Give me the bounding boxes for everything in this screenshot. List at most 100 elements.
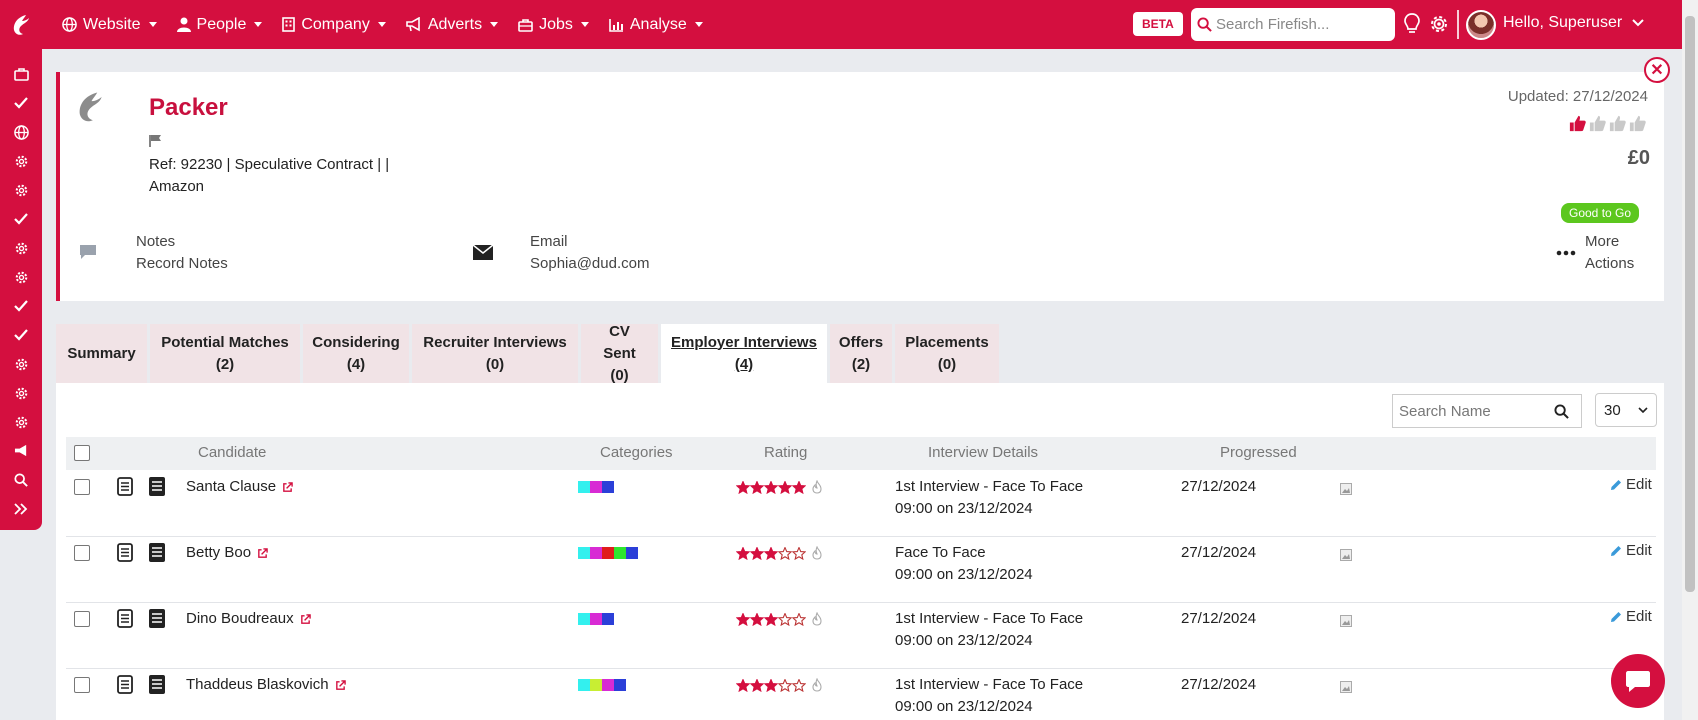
cv-document-icon[interactable] xyxy=(117,543,133,562)
row-checkbox[interactable] xyxy=(74,611,90,627)
star-empty-icon[interactable] xyxy=(778,678,792,692)
avatar[interactable] xyxy=(1466,10,1496,40)
nav-jobs[interactable]: Jobs xyxy=(518,16,589,34)
gear-icon[interactable] xyxy=(12,181,30,199)
flame-icon[interactable] xyxy=(810,612,824,626)
flame-icon[interactable] xyxy=(810,678,824,692)
megaphone-icon[interactable] xyxy=(12,442,30,460)
nav-company[interactable]: Company xyxy=(282,16,386,34)
star-filled-icon[interactable] xyxy=(750,612,764,626)
candidate-name-link[interactable]: Dino Boudreaux xyxy=(186,608,311,630)
star-filled-icon[interactable] xyxy=(750,546,764,560)
expand-sidebar-icon[interactable] xyxy=(12,500,30,518)
external-link-icon[interactable] xyxy=(300,613,311,625)
star-rating[interactable] xyxy=(736,678,824,692)
flame-icon[interactable] xyxy=(810,546,824,560)
star-empty-icon[interactable] xyxy=(792,678,806,692)
image-placeholder-icon[interactable] xyxy=(1340,549,1352,561)
firefish-logo-icon[interactable] xyxy=(0,0,42,49)
star-filled-icon[interactable] xyxy=(778,480,792,494)
table-row[interactable] xyxy=(66,603,1656,669)
flame-icon[interactable] xyxy=(810,480,824,494)
table-row[interactable] xyxy=(66,537,1656,603)
external-link-icon[interactable] xyxy=(282,481,293,493)
job-company[interactable]: Amazon xyxy=(149,178,205,195)
document-icon[interactable] xyxy=(149,675,165,694)
col-interview-details[interactable]: Interview Details xyxy=(928,444,1039,461)
thumbs-up-icon[interactable] xyxy=(1628,114,1647,133)
name-search-input[interactable] xyxy=(1399,402,1554,420)
tab-potential-matches[interactable]: Potential Matches (2) xyxy=(150,324,300,383)
global-search[interactable] xyxy=(1191,8,1395,41)
tab-summary[interactable]: Summary xyxy=(56,324,147,383)
thumbs-up-icon[interactable] xyxy=(1568,114,1587,133)
col-rating[interactable]: Rating xyxy=(764,444,808,461)
document-icon[interactable] xyxy=(149,477,165,496)
star-filled-icon[interactable] xyxy=(750,678,764,692)
table-row[interactable] xyxy=(66,471,1656,537)
col-categories[interactable]: Categories xyxy=(600,444,673,461)
star-filled-icon[interactable] xyxy=(764,480,778,494)
star-filled-icon[interactable] xyxy=(764,612,778,626)
name-search[interactable] xyxy=(1392,394,1582,428)
more-dots-icon[interactable] xyxy=(1556,250,1576,256)
cv-document-icon[interactable] xyxy=(117,675,133,694)
close-button[interactable]: ✕ xyxy=(1644,57,1670,83)
edit-button[interactable]: Edit xyxy=(1610,476,1652,493)
gear-icon[interactable] xyxy=(12,268,30,286)
col-candidate[interactable]: Candidate xyxy=(198,444,267,461)
check-icon[interactable] xyxy=(12,210,30,228)
row-checkbox[interactable] xyxy=(74,677,90,693)
image-placeholder-icon[interactable] xyxy=(1340,483,1352,495)
tab-offers[interactable]: Offers (2) xyxy=(830,324,892,383)
thumbs-up-icon[interactable] xyxy=(1588,114,1607,133)
star-empty-icon[interactable] xyxy=(792,612,806,626)
scrollbar-thumb[interactable] xyxy=(1685,16,1695,592)
beta-badge[interactable]: BETA xyxy=(1133,12,1183,36)
tab-recruiter-interviews[interactable]: Recruiter Interviews (0) xyxy=(412,324,578,383)
briefcase-icon[interactable] xyxy=(12,65,30,83)
tab-employer-interviews[interactable]: Employer Interviews (4) xyxy=(661,324,827,383)
star-filled-icon[interactable] xyxy=(764,678,778,692)
lightbulb-icon[interactable] xyxy=(1403,13,1421,35)
cv-document-icon[interactable] xyxy=(117,477,133,496)
candidate-name-link[interactable]: Betty Boo xyxy=(186,542,268,564)
star-filled-icon[interactable] xyxy=(736,480,750,494)
star-rating[interactable] xyxy=(736,612,824,626)
globe-icon[interactable] xyxy=(12,123,30,141)
nav-website[interactable]: Website xyxy=(62,16,157,34)
check-icon[interactable] xyxy=(12,94,30,112)
star-empty-icon[interactable] xyxy=(778,546,792,560)
notes-value[interactable]: Record Notes xyxy=(136,255,228,272)
edit-button[interactable]: Edit xyxy=(1610,542,1652,559)
gear-icon[interactable] xyxy=(12,355,30,373)
star-filled-icon[interactable] xyxy=(736,678,750,692)
select-all-checkbox[interactable] xyxy=(74,445,90,461)
image-placeholder-icon[interactable] xyxy=(1340,615,1352,627)
external-link-icon[interactable] xyxy=(335,679,346,691)
star-rating[interactable] xyxy=(736,546,824,560)
star-filled-icon[interactable] xyxy=(764,546,778,560)
check-icon[interactable] xyxy=(12,326,30,344)
thumbs-up-icon[interactable] xyxy=(1608,114,1627,133)
edit-button[interactable]: Edit xyxy=(1610,608,1652,625)
candidate-name-link[interactable]: Santa Clause xyxy=(186,476,293,498)
col-progressed[interactable]: Progressed xyxy=(1220,444,1297,461)
chat-button[interactable] xyxy=(1611,654,1665,708)
star-empty-icon[interactable] xyxy=(778,612,792,626)
image-placeholder-icon[interactable] xyxy=(1340,681,1352,693)
star-rating[interactable] xyxy=(736,480,824,494)
gear-icon[interactable] xyxy=(12,152,30,170)
gear-icon[interactable] xyxy=(12,413,30,431)
tab-considering[interactable]: Considering (4) xyxy=(303,324,409,383)
notes-block[interactable]: Notes Record Notes xyxy=(136,231,228,275)
gear-icon[interactable] xyxy=(12,239,30,257)
flag-icon[interactable] xyxy=(149,134,163,147)
cv-document-icon[interactable] xyxy=(117,609,133,628)
row-checkbox[interactable] xyxy=(74,479,90,495)
star-empty-icon[interactable] xyxy=(792,546,806,560)
nav-analyse[interactable]: Analyse xyxy=(609,16,703,34)
candidate-name-link[interactable]: Thaddeus Blaskovich xyxy=(186,674,346,696)
gear-icon[interactable] xyxy=(1428,13,1450,35)
email-block[interactable]: Email Sophia@dud.com xyxy=(530,231,649,275)
